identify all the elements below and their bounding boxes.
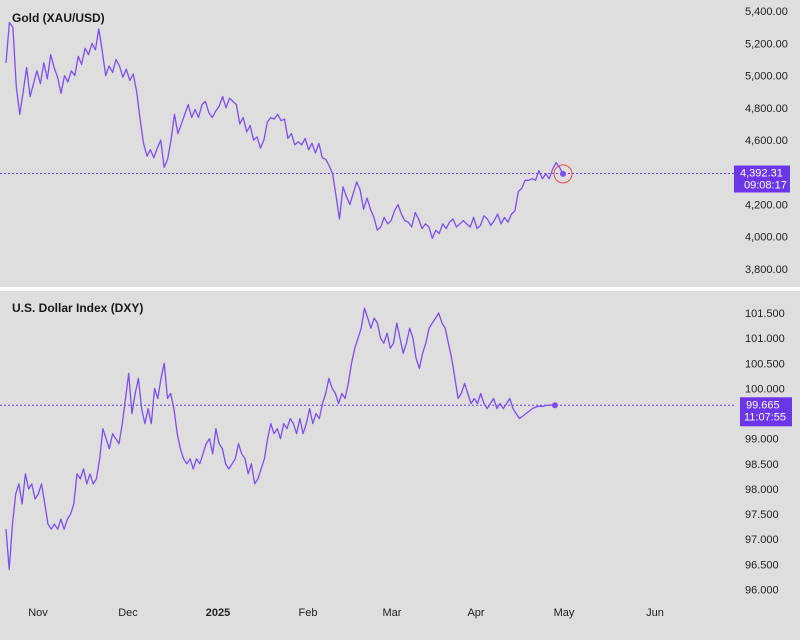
gold-countdown: 09:08:17 (744, 180, 787, 192)
gold-last-ring (553, 164, 573, 184)
dxy-price-tag: 99.665 11:07:55 (740, 397, 792, 427)
dxy-y-tick-label: 101.500 (745, 308, 785, 320)
dxy-series (0, 307, 735, 571)
gold-y-tick-label: 4,600.00 (745, 135, 788, 147)
gold-price-tag-bg (734, 165, 790, 193)
x-tick-label: 2025 (206, 607, 230, 619)
gold-price-tag: 4,392.31 09:08:17 (734, 165, 790, 193)
gold-y-tick-label: 5,200.00 (745, 38, 788, 50)
gold-y-axis[interactable]: 3,800.004,000.004,200.004,400.004,600.00… (745, 6, 788, 276)
gold-line (5, 21, 564, 239)
x-tick-label: Mar (383, 607, 402, 619)
gold-y-tick-label: 3,800.00 (745, 264, 788, 276)
dxy-last-marker (552, 402, 558, 409)
gold-last-price: 4,392.31 (740, 168, 783, 180)
x-tick-label: Nov (28, 607, 48, 619)
dxy-y-tick-label: 100.500 (745, 358, 785, 370)
gold-series (0, 21, 735, 239)
dxy-y-tick-label: 99.000 (745, 434, 779, 446)
gold-pane[interactable]: Gold (XAU/USD) 3,800.00 4,000.00 4,200.00 4… (0, 6, 790, 276)
dxy-y-tick-label: 100.000 (745, 384, 785, 396)
dxy-pane[interactable]: U.S. Dollar Index (DXY) 96.000 96.500 97.0… (0, 301, 792, 597)
x-tick-label: Feb (299, 607, 318, 619)
dxy-last-point (552, 402, 558, 409)
dxy-price-tag-bg (740, 397, 792, 427)
dxy-y-tick-label: 97.500 (745, 509, 779, 521)
dxy-y-tick-label: 97.000 (745, 534, 779, 546)
dxy-y-tick-label: 96.000 (745, 585, 779, 597)
gold-y-tick-label: 5,400.00 (745, 6, 788, 18)
x-tick-label: May (554, 607, 575, 619)
dxy-y-tick-label: 96.500 (745, 559, 779, 571)
gold-last-point (560, 170, 566, 177)
dxy-y-tick-label: 98.500 (745, 459, 779, 471)
gold-y-tick-label: 4,000.00 (745, 232, 788, 244)
gold-y-tick-label: 4,200.00 (745, 200, 788, 212)
x-tick-label: Jun (646, 607, 664, 619)
x-axis[interactable]: Nov Dec 2025 Feb Mar Apr May Jun (28, 607, 664, 619)
gold-y-tick-label: 4,800.00 (745, 103, 788, 115)
x-tick-label: Dec (118, 607, 138, 619)
x-tick-label: Apr (467, 607, 484, 619)
gold-last-marker (553, 164, 573, 184)
gold-pane-title: Gold (XAU/USD) (12, 11, 105, 25)
pane-divider[interactable] (0, 287, 800, 291)
dxy-pane-title: U.S. Dollar Index (DXY) (12, 301, 143, 315)
dxy-line (5, 307, 556, 571)
dxy-countdown: 11:07:55 (744, 411, 786, 423)
dxy-last-price: 99.665 (746, 399, 780, 411)
dxy-y-tick-label: 98.000 (745, 484, 779, 496)
dxy-y-tick-label: 101.000 (745, 333, 785, 345)
gold-y-tick-label: 5,000.00 (745, 71, 788, 83)
